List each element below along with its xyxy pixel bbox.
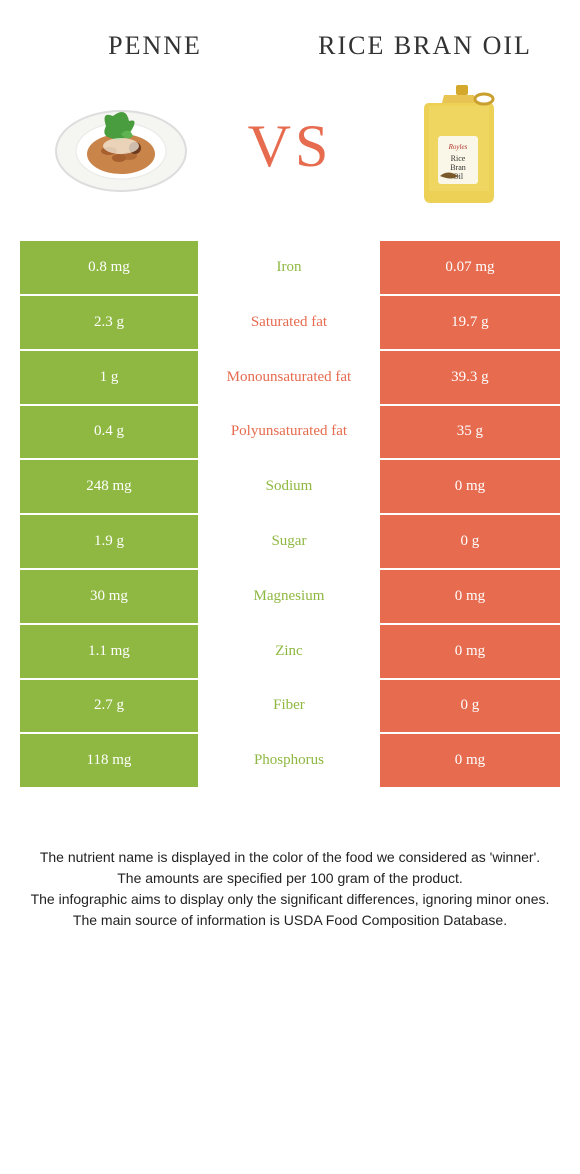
penne-plate-icon [51, 96, 191, 196]
nutrient-label-cell: Sugar [200, 515, 380, 568]
nutrient-label-cell: Fiber [200, 680, 380, 733]
right-value-cell: 19.7 g [380, 296, 560, 349]
left-value-cell: 0.4 g [20, 406, 200, 459]
right-value-cell: 0 g [380, 680, 560, 733]
nutrient-comparison-table: 0.8 mgIron0.07 mg2.3 gSaturated fat19.7 … [20, 241, 560, 787]
nutrient-label-cell: Saturated fat [200, 296, 380, 349]
footer-line-1: The nutrient name is displayed in the co… [30, 847, 550, 868]
nutrient-row: 2.3 gSaturated fat19.7 g [20, 296, 560, 349]
right-value-cell: 0 mg [380, 570, 560, 623]
left-value-cell: 2.7 g [20, 680, 200, 733]
nutrient-row: 118 mgPhosphorus0 mg [20, 734, 560, 787]
nutrient-row: 1 gMonounsaturated fat39.3 g [20, 351, 560, 404]
left-value-cell: 2.3 g [20, 296, 200, 349]
nutrient-row: 0.4 gPolyunsaturated fat35 g [20, 406, 560, 459]
left-value-cell: 248 mg [20, 460, 200, 513]
right-value-cell: 39.3 g [380, 351, 560, 404]
nutrient-label-cell: Sodium [200, 460, 380, 513]
footer-line-4: The main source of information is USDA F… [30, 910, 550, 931]
nutrient-row: 30 mgMagnesium0 mg [20, 570, 560, 623]
nutrient-row: 248 mgSodium0 mg [20, 460, 560, 513]
nutrient-label-cell: Polyunsaturated fat [200, 406, 380, 459]
nutrient-row: 1.9 gSugar0 g [20, 515, 560, 568]
left-value-cell: 0.8 mg [20, 241, 200, 294]
footer-line-2: The amounts are specified per 100 gram o… [30, 868, 550, 889]
right-value-cell: 0 mg [380, 625, 560, 678]
svg-text:Rice: Rice [451, 154, 466, 163]
right-value-cell: 0 mg [380, 460, 560, 513]
right-value-cell: 0 mg [380, 734, 560, 787]
comparison-header: PENNE RICE BRAN OIL [0, 0, 580, 71]
nutrient-label-cell: Iron [200, 241, 380, 294]
footer-notes: The nutrient name is displayed in the co… [30, 847, 550, 931]
right-value-cell: 35 g [380, 406, 560, 459]
nutrient-label-cell: Monounsaturated fat [200, 351, 380, 404]
right-food-image: Royles Rice Bran Oil [384, 81, 534, 211]
right-value-cell: 0.07 mg [380, 241, 560, 294]
left-value-cell: 30 mg [20, 570, 200, 623]
right-food-title: RICE BRAN OIL [290, 30, 560, 61]
images-row: VS Royles Rice Bran Oil [0, 71, 580, 241]
left-value-cell: 118 mg [20, 734, 200, 787]
left-value-cell: 1 g [20, 351, 200, 404]
right-value-cell: 0 g [380, 515, 560, 568]
nutrient-label-cell: Magnesium [200, 570, 380, 623]
svg-text:Royles: Royles [448, 143, 468, 151]
nutrient-row: 2.7 gFiber0 g [20, 680, 560, 733]
nutrient-row: 0.8 mgIron0.07 mg [20, 241, 560, 294]
vs-label: VS [248, 112, 333, 181]
left-value-cell: 1.9 g [20, 515, 200, 568]
left-value-cell: 1.1 mg [20, 625, 200, 678]
nutrient-label-cell: Zinc [200, 625, 380, 678]
footer-line-3: The infographic aims to display only the… [30, 889, 550, 910]
nutrient-label-cell: Phosphorus [200, 734, 380, 787]
oil-bottle-icon: Royles Rice Bran Oil [414, 81, 504, 211]
svg-text:Bran: Bran [450, 163, 466, 172]
left-food-image [46, 81, 196, 211]
nutrient-row: 1.1 mgZinc0 mg [20, 625, 560, 678]
left-food-title: PENNE [20, 30, 290, 61]
